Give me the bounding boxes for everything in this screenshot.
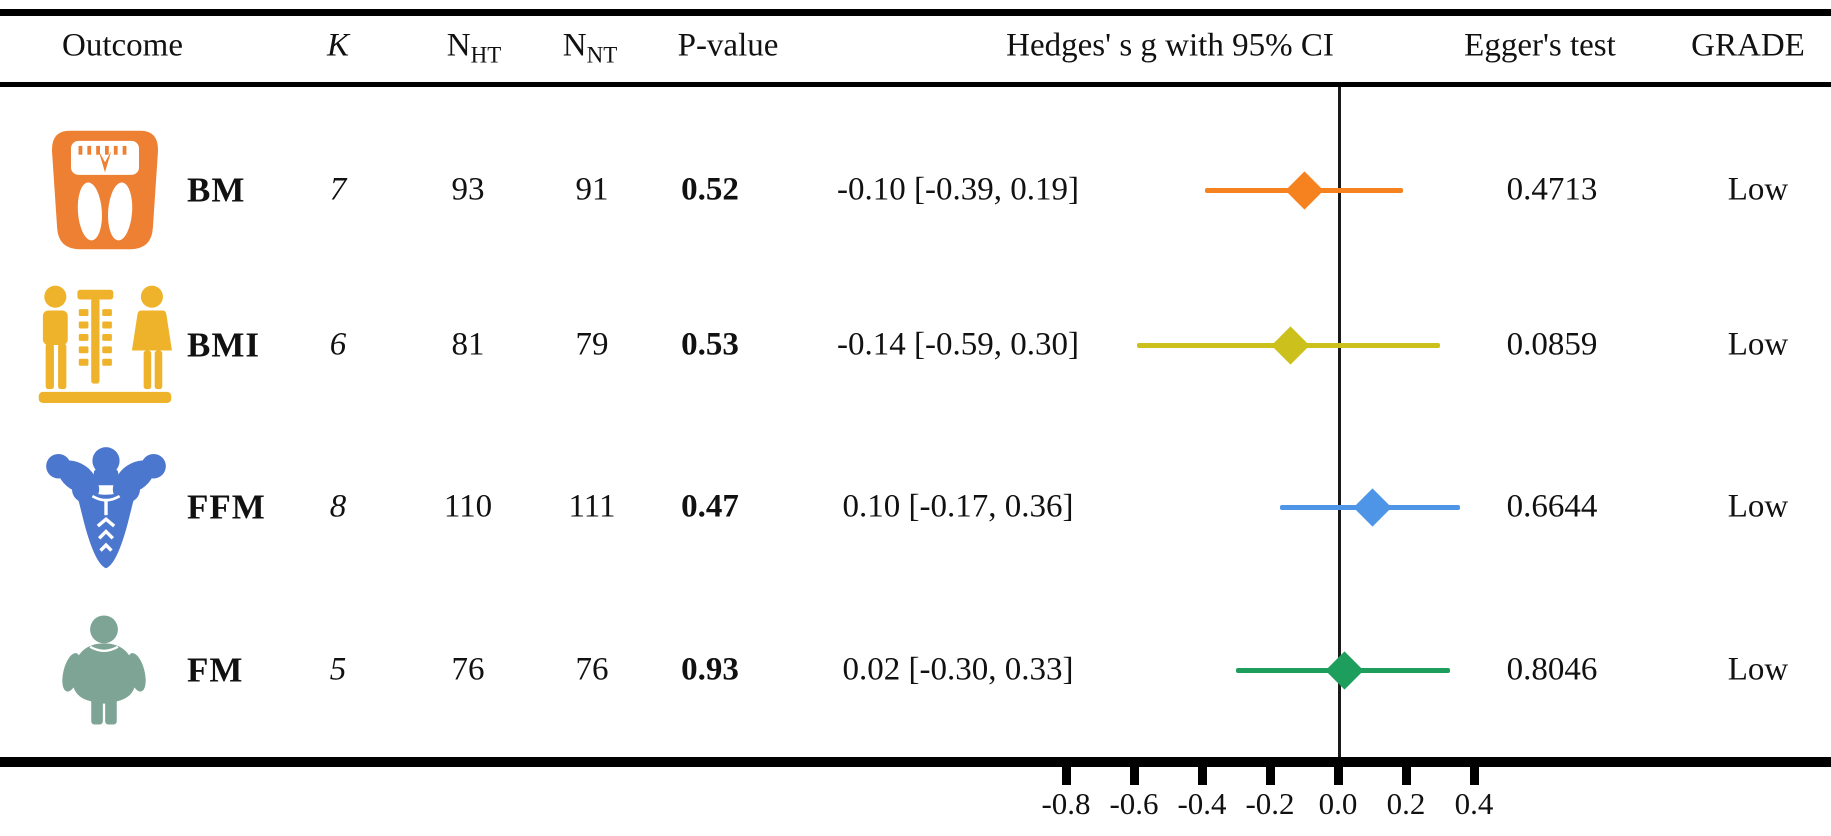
axis-tick [1197,767,1207,785]
k-value: 6 [329,326,347,363]
axis-tick-label: -0.8 [1041,786,1091,821]
effect-ci-text: -0.14 [-0.59, 0.30] [837,326,1079,363]
axis-tick [1265,767,1275,785]
outcome-label: FM [187,650,244,690]
effect-diamond-BMI [1271,325,1310,365]
n-nt-value: 79 [575,326,609,363]
axis-tick-label: -0.2 [1245,786,1295,821]
axis-tick-label: 0.4 [1454,786,1494,821]
axis-tick [1333,767,1343,785]
header-grade: GRADE [1691,27,1805,64]
p-value: 0.47 [681,488,739,525]
header-p-value: P-value [677,27,779,64]
p-value: 0.52 [681,171,739,208]
effect-diamond-BM [1284,170,1324,210]
n-nt-value: 111 [568,488,616,525]
p-value: 0.93 [681,651,739,688]
axis-tick [1401,767,1411,785]
grade-value: Low [1727,326,1789,363]
effect-diamond-FM [1325,650,1364,690]
k-value: 7 [329,171,347,208]
header-k: K [326,27,350,64]
axis-tick-label: -0.4 [1177,786,1227,821]
top-rule [0,9,1831,16]
axis-tick-label: 0.0 [1318,786,1358,821]
n-nt-value: 76 [575,651,609,688]
axis-tick [1469,767,1479,785]
egger-value: 0.8046 [1506,651,1598,688]
axis-tick-label: -0.6 [1109,786,1159,821]
header-n-ht: NHT [446,27,502,68]
egger-value: 0.6644 [1506,488,1598,525]
overweight-person-icon [46,612,162,728]
bmi-measure-people-icon [36,276,174,414]
n-ht-value: 93 [451,171,485,208]
k-value: 8 [329,488,347,525]
x-axis-line [0,757,1831,767]
grade-value: Low [1727,488,1789,525]
outcome-label: BM [187,170,246,210]
grade-value: Low [1727,171,1789,208]
axis-tick [1061,767,1071,785]
outcome-label: FFM [187,487,266,527]
egger-value: 0.0859 [1506,326,1598,363]
n-ht-value: 76 [451,651,485,688]
header-hedges-ci: Hedges' s g with 95% CI [1006,27,1334,64]
egger-value: 0.4713 [1506,171,1598,208]
zero-reference-line [1338,87,1341,767]
weight-scale-icon [42,127,168,253]
grade-value: Low [1727,651,1789,688]
n-nt-value: 91 [575,171,609,208]
header-n-nt: NNT [562,27,618,68]
muscle-man-icon [38,439,174,575]
effect-diamond-FFM [1352,487,1392,527]
axis-tick [1129,767,1139,785]
effect-ci-text: 0.10 [-0.17, 0.36] [842,488,1074,525]
p-value: 0.53 [681,326,739,363]
k-value: 5 [329,651,347,688]
effect-ci-text: 0.02 [-0.30, 0.33] [842,651,1074,688]
header-outcome: Outcome [62,27,183,64]
header-rule [0,82,1831,87]
axis-tick-label: 0.2 [1386,786,1426,821]
effect-ci-text: -0.10 [-0.39, 0.19] [837,171,1079,208]
header-egger-test: Egger's test [1464,27,1616,64]
n-ht-value: 81 [451,326,485,363]
outcome-label: BMI [187,325,260,365]
n-ht-value: 110 [443,488,493,525]
